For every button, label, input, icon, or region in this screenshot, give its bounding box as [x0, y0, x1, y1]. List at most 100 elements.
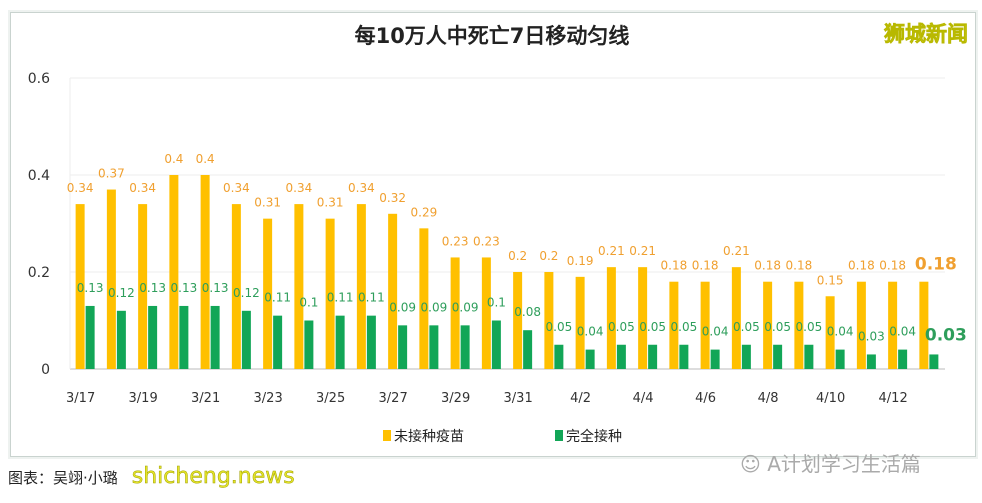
data-label: 0.21 [598, 244, 625, 258]
bar-vaccinated [398, 325, 408, 369]
bar-vaccinated [148, 305, 158, 369]
x-tick-label: 4/12 [879, 391, 908, 406]
data-label: 0.11 [358, 291, 385, 305]
data-label: 0.09 [421, 300, 448, 314]
bar-vaccinated [898, 349, 908, 369]
bar-unvaccinated [231, 204, 241, 369]
data-label: 0.05 [764, 320, 791, 334]
data-label: 0.4 [196, 152, 215, 166]
bar-unvaccinated [825, 296, 835, 369]
data-label: 0.18 [879, 259, 906, 273]
bar-unvaccinated [763, 281, 773, 369]
data-label: 0.32 [379, 191, 406, 205]
x-tick-label: 3/19 [129, 391, 158, 406]
data-label: 0.31 [317, 196, 344, 210]
x-tick-label: 4/10 [816, 391, 845, 406]
bar-vaccinated [460, 325, 470, 369]
x-tick-label: 4/6 [695, 391, 716, 406]
data-label: 0.23 [442, 234, 469, 248]
bar-unvaccinated [294, 204, 304, 369]
data-label: 0.13 [77, 281, 104, 295]
data-label: 0.23 [473, 234, 500, 248]
bar-vaccinated [710, 349, 720, 369]
data-label: 0.04 [702, 325, 729, 339]
bar-unvaccinated [169, 175, 179, 369]
bar-vaccinated [523, 330, 533, 369]
bar-vaccinated [679, 344, 689, 369]
watermark-bottom-left: shicheng.news [131, 464, 295, 490]
data-label: 0.18 [754, 259, 781, 273]
bar-vaccinated [804, 344, 814, 369]
bar-vaccinated [210, 305, 220, 369]
bar-vaccinated [741, 344, 751, 369]
x-tick-label: 3/23 [254, 391, 283, 406]
data-label: 0.04 [827, 325, 854, 339]
data-label: 0.4 [164, 152, 183, 166]
data-label: 0.2 [539, 249, 558, 263]
legend: 未接种疫苗 完全接种 [383, 428, 622, 445]
bar-unvaccinated [200, 175, 210, 369]
chart-title: 每10万人中死亡7日移动匀线 [355, 24, 630, 48]
data-label: 0.05 [796, 320, 823, 334]
bar-unvaccinated [731, 267, 741, 369]
data-label: 0.21 [723, 244, 750, 258]
bar-vaccinated [273, 315, 283, 369]
bar-vaccinated [241, 310, 251, 369]
data-label: 0.05 [671, 320, 698, 334]
data-label: 0.37 [98, 167, 125, 181]
bar-vaccinated [429, 325, 439, 369]
data-label: 0.18 [915, 255, 957, 275]
data-label: 0.34 [223, 181, 250, 195]
y-tick-label: 0.2 [28, 265, 50, 281]
data-label: 0.12 [233, 286, 260, 300]
credit-text: 图表：吴翊·小璐 [8, 469, 118, 487]
x-tick-label: 4/8 [758, 391, 779, 406]
bar-unvaccinated [325, 218, 335, 369]
bar-unvaccinated [669, 281, 679, 369]
bar-unvaccinated [513, 272, 523, 369]
data-label: 0.12 [108, 286, 135, 300]
data-label: 0.18 [692, 259, 719, 273]
bar-unvaccinated [138, 204, 148, 369]
watermark-bottom-right-text: A计划学习生活篇 [767, 452, 921, 476]
data-label: 0.34 [129, 181, 156, 195]
data-label: 0.19 [567, 254, 594, 268]
bar-unvaccinated [263, 218, 273, 369]
y-tick-label: 0.4 [28, 168, 50, 184]
data-label: 0.31 [254, 196, 281, 210]
bar-vaccinated [866, 354, 876, 369]
bar-vaccinated [929, 354, 939, 369]
bar-unvaccinated [106, 189, 116, 369]
data-label: 0.29 [411, 205, 438, 219]
bar-vaccinated [179, 305, 189, 369]
data-label: 0.34 [286, 181, 313, 195]
data-label: 0.04 [889, 325, 916, 339]
data-label: 0.18 [661, 259, 688, 273]
bar-unvaccinated [606, 267, 616, 369]
x-tick-label: 3/29 [441, 391, 470, 406]
data-label: 0.1 [299, 296, 318, 310]
x-tick-label: 3/27 [379, 391, 408, 406]
x-tick-label: 4/4 [633, 391, 654, 406]
bar-vaccinated [116, 310, 126, 369]
bar-unvaccinated [575, 276, 585, 369]
data-label: 0.09 [452, 300, 479, 314]
bar-unvaccinated [856, 281, 866, 369]
bar-vaccinated [491, 320, 501, 369]
data-label: 0.18 [848, 259, 875, 273]
bar-unvaccinated [888, 281, 898, 369]
bar-unvaccinated [638, 267, 648, 369]
bar-vaccinated [554, 344, 564, 369]
bar-unvaccinated [450, 257, 460, 369]
bar-vaccinated [648, 344, 658, 369]
data-label: 0.21 [629, 244, 656, 258]
data-label: 0.05 [733, 320, 760, 334]
bar-vaccinated [773, 344, 783, 369]
data-label: 0.13 [171, 281, 198, 295]
data-label: 0.08 [514, 305, 541, 319]
chart-frame [10, 12, 976, 457]
data-label: 0.34 [348, 181, 375, 195]
legend-label-unvaccinated: 未接种疫苗 [394, 428, 464, 445]
y-tick-label: 0 [41, 362, 50, 378]
bar-unvaccinated [356, 204, 366, 369]
